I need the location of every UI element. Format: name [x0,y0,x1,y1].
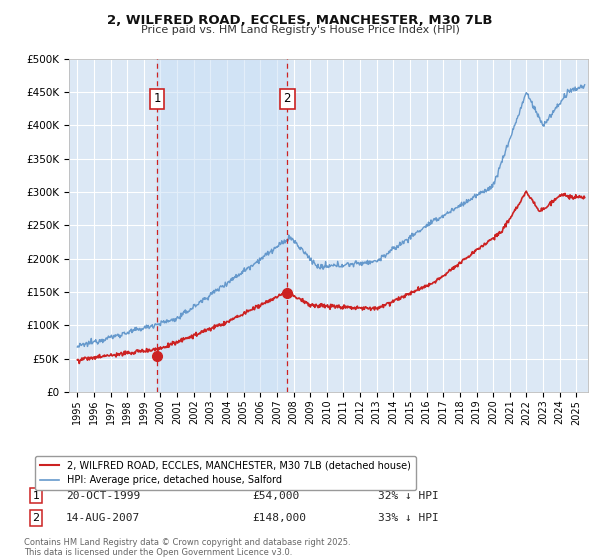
Text: 20-OCT-1999: 20-OCT-1999 [66,491,140,501]
Text: 2: 2 [283,92,291,105]
Legend: 2, WILFRED ROAD, ECCLES, MANCHESTER, M30 7LB (detached house), HPI: Average pric: 2, WILFRED ROAD, ECCLES, MANCHESTER, M30… [35,456,416,490]
Text: 1: 1 [154,92,161,105]
Text: 32% ↓ HPI: 32% ↓ HPI [378,491,439,501]
Text: £54,000: £54,000 [252,491,299,501]
Bar [157,59,287,392]
Text: Contains HM Land Registry data © Crown copyright and database right 2025.
This d: Contains HM Land Registry data © Crown c… [24,538,350,557]
Text: £148,000: £148,000 [252,513,306,523]
Text: 33% ↓ HPI: 33% ↓ HPI [378,513,439,523]
Text: 2, WILFRED ROAD, ECCLES, MANCHESTER, M30 7LB: 2, WILFRED ROAD, ECCLES, MANCHESTER, M30… [107,14,493,27]
Text: 1: 1 [32,491,40,501]
Text: 2: 2 [32,513,40,523]
Text: Price paid vs. HM Land Registry's House Price Index (HPI): Price paid vs. HM Land Registry's House … [140,25,460,35]
Text: 14-AUG-2007: 14-AUG-2007 [66,513,140,523]
